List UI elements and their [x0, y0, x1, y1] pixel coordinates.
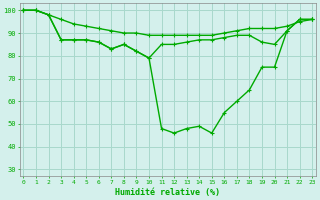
- X-axis label: Humidité relative (%): Humidité relative (%): [115, 188, 220, 197]
